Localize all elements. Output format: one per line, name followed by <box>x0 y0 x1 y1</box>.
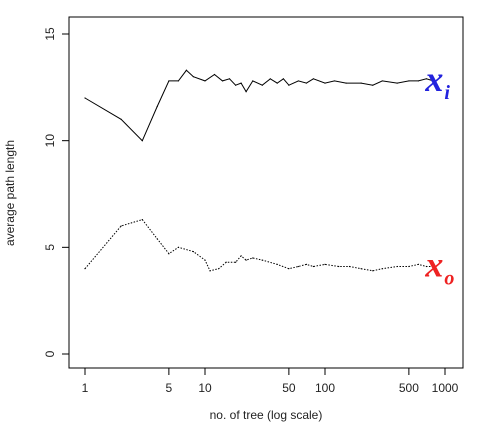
x-tick-label: 1 <box>82 381 89 395</box>
data-point <box>261 84 263 86</box>
data-point <box>168 253 170 255</box>
data-point <box>185 69 188 71</box>
series-line <box>84 69 434 142</box>
data-point <box>408 80 410 82</box>
data-point <box>333 80 336 82</box>
data-point <box>269 78 271 80</box>
series-line <box>84 219 434 272</box>
data-point <box>381 80 383 82</box>
data-point <box>240 255 242 257</box>
data-point <box>288 268 290 270</box>
data-point <box>252 257 254 259</box>
data-point <box>372 270 374 272</box>
data-point <box>204 80 206 82</box>
data-point <box>276 263 278 265</box>
series-x-i <box>84 69 434 142</box>
data-point <box>396 265 398 268</box>
x-tick-label: 1000 <box>432 381 459 395</box>
data-point <box>305 82 308 84</box>
data-point <box>252 80 254 82</box>
data-point <box>372 84 374 86</box>
data-point <box>84 268 86 270</box>
data-point <box>120 225 122 227</box>
data-point <box>84 97 86 99</box>
data-point <box>225 261 227 263</box>
data-point <box>141 140 143 142</box>
series-label-sub: i <box>444 82 450 104</box>
series-label-main: x <box>424 59 443 99</box>
data-point <box>192 76 194 78</box>
y-tick-label: 15 <box>43 27 57 41</box>
x-tick-label: 500 <box>399 381 419 395</box>
y-tick-label: 0 <box>43 350 57 357</box>
data-point <box>381 268 383 270</box>
data-point <box>297 80 299 82</box>
series-label-main: x <box>424 245 443 285</box>
data-point <box>235 261 237 263</box>
data-point <box>240 82 242 84</box>
data-point <box>324 82 326 84</box>
data-point <box>348 265 351 268</box>
data-point <box>156 238 158 240</box>
data-point <box>168 80 170 82</box>
data-point <box>156 105 158 108</box>
data-point <box>221 80 224 82</box>
data-point <box>417 80 419 82</box>
data-point <box>192 251 194 253</box>
data-point <box>288 84 290 86</box>
data-point <box>235 84 237 86</box>
data-point <box>338 265 340 268</box>
data-point <box>276 82 278 84</box>
series-label: xi <box>424 59 450 104</box>
data-point <box>209 270 211 272</box>
data-point <box>204 259 206 261</box>
data-point <box>432 265 434 268</box>
data-point <box>213 73 216 76</box>
data-point <box>360 268 362 270</box>
data-point <box>305 263 308 265</box>
y-axis-title: average path length <box>3 140 17 246</box>
x-tick-label: 5 <box>166 381 173 395</box>
series-label-sub: o <box>444 268 454 290</box>
data-point <box>425 265 428 268</box>
x-tick-label: 50 <box>282 381 296 395</box>
data-point <box>261 259 263 261</box>
series-layer <box>84 69 434 272</box>
y-axis: 0 5 10 15 <box>43 27 70 357</box>
data-point <box>282 78 284 80</box>
x-tick-label: 10 <box>198 381 212 395</box>
data-point <box>297 265 299 268</box>
x-axis-title: no. of tree (log scale) <box>210 408 323 422</box>
y-tick-label: 5 <box>43 244 57 251</box>
data-point <box>425 78 428 80</box>
x-tick-label: 100 <box>315 381 335 395</box>
data-point <box>177 246 179 248</box>
data-point <box>120 118 122 120</box>
data-point <box>245 259 247 261</box>
data-point <box>218 268 220 270</box>
plot-frame <box>68 16 464 369</box>
data-point <box>177 80 179 82</box>
y-tick-label: 10 <box>43 134 57 148</box>
data-point <box>396 82 398 84</box>
data-point <box>324 263 326 265</box>
data-point <box>360 82 362 84</box>
data-point <box>228 78 231 80</box>
x-axis: 1 5 10 50 100 500 1000 <box>82 367 459 395</box>
data-point <box>312 265 314 268</box>
series-label: xo <box>424 245 454 290</box>
series-x-o <box>84 219 434 272</box>
data-point <box>345 82 347 84</box>
data-point <box>432 80 434 82</box>
data-point <box>417 263 419 265</box>
data-point <box>408 265 410 268</box>
data-point <box>245 91 247 93</box>
data-point <box>141 219 143 221</box>
data-point <box>312 78 314 80</box>
